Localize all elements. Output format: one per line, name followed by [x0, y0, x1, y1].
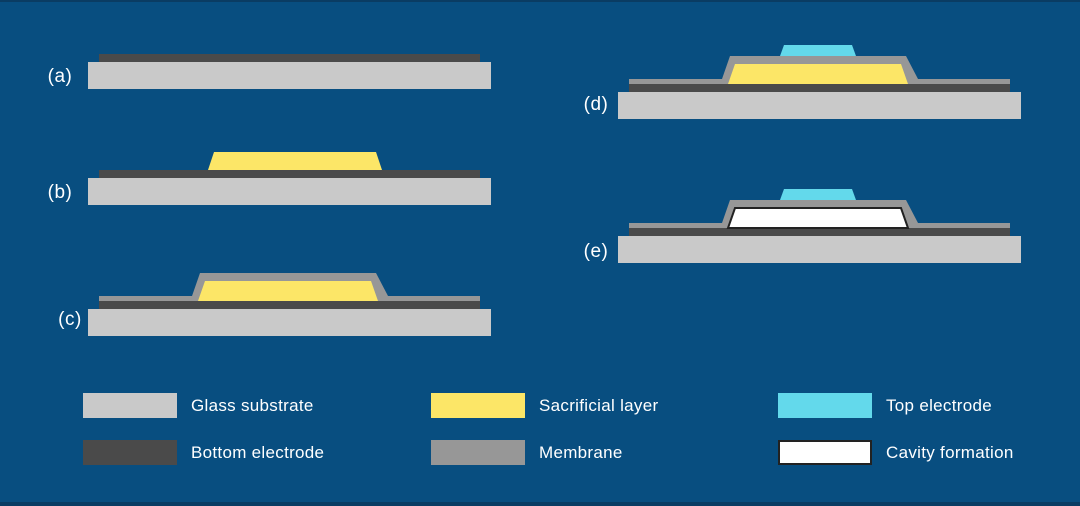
glass-substrate-shape — [88, 309, 491, 336]
legend-label: Top electrode — [886, 395, 992, 415]
step-b-cross-section — [88, 152, 491, 205]
glass-substrate-shape — [88, 62, 491, 89]
bottom-electrode-shape — [629, 84, 1010, 92]
legend-label: Glass substrate — [191, 395, 314, 415]
glass-substrate-swatch — [83, 393, 177, 418]
step-a-label: (a) — [47, 66, 73, 87]
legend-label: Sacrificial layer — [539, 395, 659, 415]
step-c-cross-section — [88, 273, 491, 336]
legend-label: Cavity formation — [886, 442, 1014, 462]
step-d-label: (d) — [583, 94, 609, 115]
sacrificial-layer-shape — [198, 281, 378, 301]
step-c-label: (c) — [58, 309, 82, 330]
legend-item-top-electrode: Top electrode — [778, 393, 992, 418]
glass-substrate-shape — [88, 178, 491, 205]
sacrificial-layer-shape — [728, 64, 908, 84]
step-b-label: (b) — [47, 182, 73, 203]
step-d-cross-section — [618, 45, 1021, 119]
step-a-cross-section — [88, 54, 491, 89]
sacrificial-layer-shape — [208, 152, 382, 170]
top-edge-line — [0, 0, 1080, 2]
bottom-electrode-shape — [99, 301, 480, 309]
legend-label: Membrane — [539, 442, 623, 462]
bottom-electrode-swatch — [83, 440, 177, 465]
legend-item-glass-substrate: Glass substrate — [83, 393, 314, 418]
top-electrode-shape — [780, 189, 856, 200]
bottom-edge-line — [0, 502, 1080, 506]
cavity-shape — [726, 207, 910, 229]
legend-item-sacrificial-layer: Sacrificial layer — [431, 393, 658, 418]
bottom-electrode-shape — [99, 170, 480, 178]
legend-label: Bottom electrode — [191, 442, 325, 462]
bottom-electrode-shape — [629, 228, 1010, 236]
top-electrode-swatch — [778, 393, 872, 418]
step-e-label: (e) — [583, 241, 609, 262]
legend-item-membrane: Membrane — [431, 440, 623, 465]
cavity-formation-swatch — [778, 440, 872, 465]
top-electrode-shape — [780, 45, 856, 56]
legend-item-bottom-electrode: Bottom electrode — [83, 440, 324, 465]
step-e-cross-section — [618, 189, 1021, 263]
legend-item-cavity-formation: Cavity formation — [778, 440, 1014, 465]
bottom-electrode-shape — [99, 54, 480, 62]
membrane-swatch — [431, 440, 525, 465]
glass-substrate-shape — [618, 236, 1021, 263]
sacrificial-layer-swatch — [431, 393, 525, 418]
glass-substrate-shape — [618, 92, 1021, 119]
